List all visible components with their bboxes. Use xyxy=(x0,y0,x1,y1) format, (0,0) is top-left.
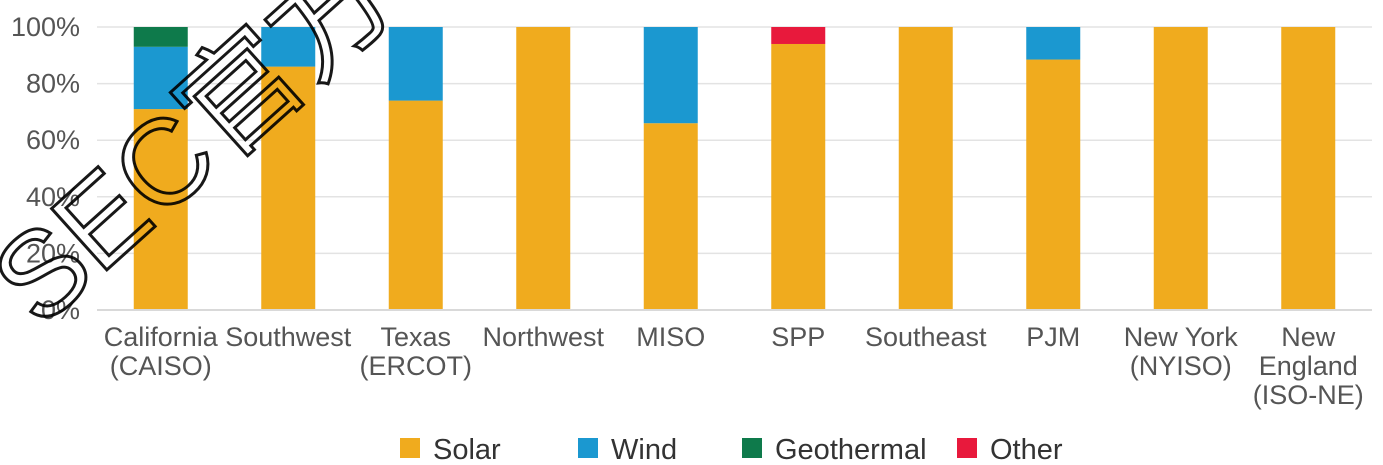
category-label: MISO xyxy=(636,322,705,352)
bar-segment-solar xyxy=(388,100,443,310)
bar-segment-solar xyxy=(1153,27,1208,310)
category-label: California (CAISO) xyxy=(104,322,219,381)
y-tick-label: 20% xyxy=(26,238,80,268)
bar-segment-wind xyxy=(388,27,443,101)
y-tick-label: 40% xyxy=(26,182,80,212)
y-tick-label: 80% xyxy=(26,69,80,99)
legend-swatch-other xyxy=(957,438,977,458)
bar-segment-wind xyxy=(261,27,316,67)
watermark: SEC官方 xyxy=(0,0,421,351)
bar-segment-wind xyxy=(1026,27,1081,60)
legend-swatch-solar xyxy=(400,438,420,458)
category-labels: California (CAISO)Southwest Texas (ERCOT) No… xyxy=(104,322,1364,410)
legend-label-solar: Solar xyxy=(433,434,501,465)
bars xyxy=(133,27,1336,311)
legend-label-geothermal: Geothermal xyxy=(775,434,927,465)
legend-label-wind: Wind xyxy=(611,434,677,465)
category-label: Texas (ERCOT) xyxy=(360,322,472,381)
y-tick-label: 60% xyxy=(26,125,80,155)
bar-segment-solar xyxy=(261,66,316,311)
category-label: SPP xyxy=(771,322,825,352)
bar-segment-solar xyxy=(133,109,188,310)
legend: Solar Wind Geothermal Other xyxy=(400,434,1063,465)
bar-segment-wind xyxy=(643,27,698,124)
bar-segment-other xyxy=(771,27,826,44)
watermark-text: SEC官方 xyxy=(0,0,419,349)
category-label: PJM xyxy=(1026,322,1080,352)
bar-segment-solar xyxy=(1281,27,1336,310)
category-label: Southwest xyxy=(225,322,352,352)
y-tick-label: 100% xyxy=(11,12,80,42)
y-axis-ticks: 0% 20% 40% 60% 80% 100% xyxy=(11,12,80,325)
bar-segment-geothermal xyxy=(133,27,188,47)
y-tick-label: 0% xyxy=(41,295,80,325)
legend-swatch-wind xyxy=(578,438,598,458)
category-label: Southeast xyxy=(865,322,987,352)
bar-segment-wind xyxy=(133,46,188,110)
legend-swatch-geothermal xyxy=(742,438,762,458)
category-label: Northwest xyxy=(482,322,604,352)
bar-segment-solar xyxy=(643,123,698,310)
bar-segment-solar xyxy=(1026,59,1081,310)
bar-segment-solar xyxy=(898,27,953,310)
bar-segment-solar xyxy=(771,43,826,310)
legend-label-other: Other xyxy=(990,434,1063,465)
bar-segment-solar xyxy=(516,27,571,310)
category-label: New York (NYISO) xyxy=(1124,322,1239,381)
category-label: New England (ISO-NE) xyxy=(1253,322,1364,410)
